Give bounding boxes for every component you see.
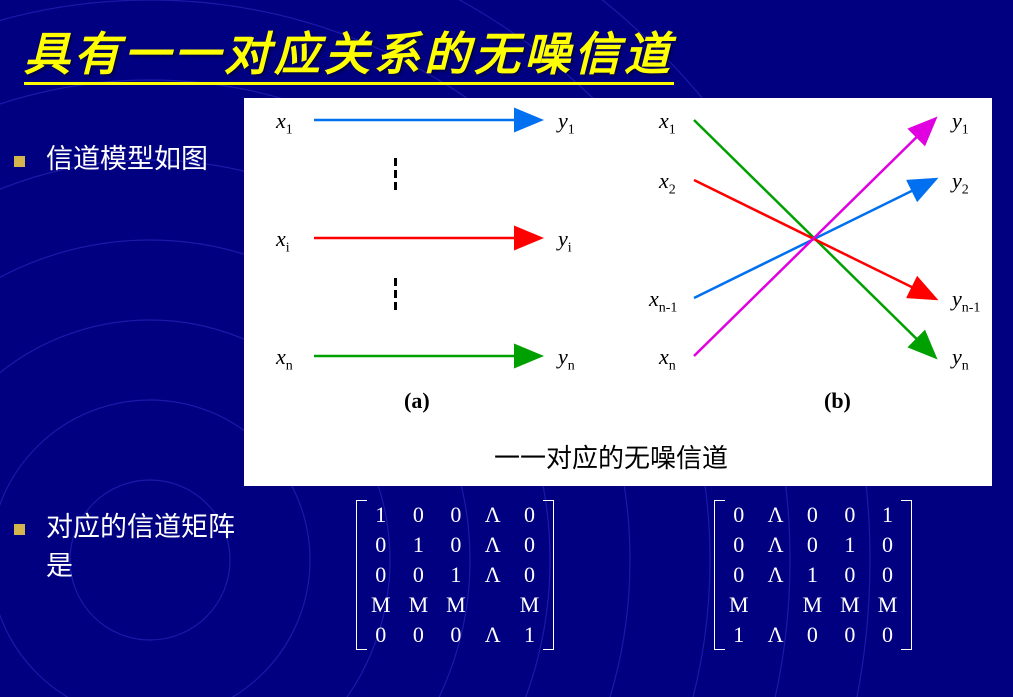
bracket-left-icon xyxy=(356,500,367,650)
label-b-xn1: xn-1 xyxy=(649,286,677,316)
label-b-y1: y1 xyxy=(952,108,969,138)
channel-figure: x1 y1 xi yi xn yn (a) x1 x2 xn-1 xn y1 y… xyxy=(244,98,992,486)
label-b-yn: yn xyxy=(952,344,969,374)
label-b-y2: y2 xyxy=(952,168,969,198)
label-x1: x1 xyxy=(276,108,293,138)
matrix-b-table: 0Λ001 0Λ010 0Λ100 MMMM 1Λ000 xyxy=(720,500,906,650)
bracket-left-icon xyxy=(714,500,725,650)
label-yi: yi xyxy=(558,226,572,256)
bullet-2-text: 对应的信道矩阵是 xyxy=(46,508,246,586)
panel-a-label: (a) xyxy=(404,388,430,414)
label-b-yn1: yn-1 xyxy=(952,286,980,316)
panel-a-svg xyxy=(244,98,604,388)
figure-caption: 一一对应的无噪信道 xyxy=(494,438,728,475)
slide: 具有一一对应关系的无噪信道 信道模型如图 对应的信道矩阵是 xyxy=(0,0,1013,697)
matrix-a-table: 100Λ0 010Λ0 001Λ0 MMMM 000Λ1 xyxy=(362,500,548,650)
panel-b-svg xyxy=(634,98,994,388)
label-xn: xn xyxy=(276,344,293,374)
label-b-x2: x2 xyxy=(659,168,676,198)
panel-b-label: (b) xyxy=(824,388,851,414)
label-xi: xi xyxy=(276,226,290,256)
label-b-x1: x1 xyxy=(659,108,676,138)
label-yn: yn xyxy=(558,344,575,374)
bullet-marker xyxy=(14,524,25,535)
bracket-right-icon xyxy=(543,500,554,650)
matrix-b: 0Λ001 0Λ010 0Λ100 MMMM 1Λ000 xyxy=(720,500,906,650)
label-y1: y1 xyxy=(558,108,575,138)
label-b-xn: xn xyxy=(659,344,676,374)
slide-title: 具有一一对应关系的无噪信道 xyxy=(0,0,1013,92)
bracket-right-icon xyxy=(901,500,912,650)
bullet-1-text: 信道模型如图 xyxy=(46,140,226,179)
matrix-a: 100Λ0 010Λ0 001Λ0 MMMM 000Λ1 xyxy=(362,500,548,650)
bullet-marker xyxy=(14,156,25,167)
title-text: 具有一一对应关系的无噪信道 xyxy=(24,29,674,85)
